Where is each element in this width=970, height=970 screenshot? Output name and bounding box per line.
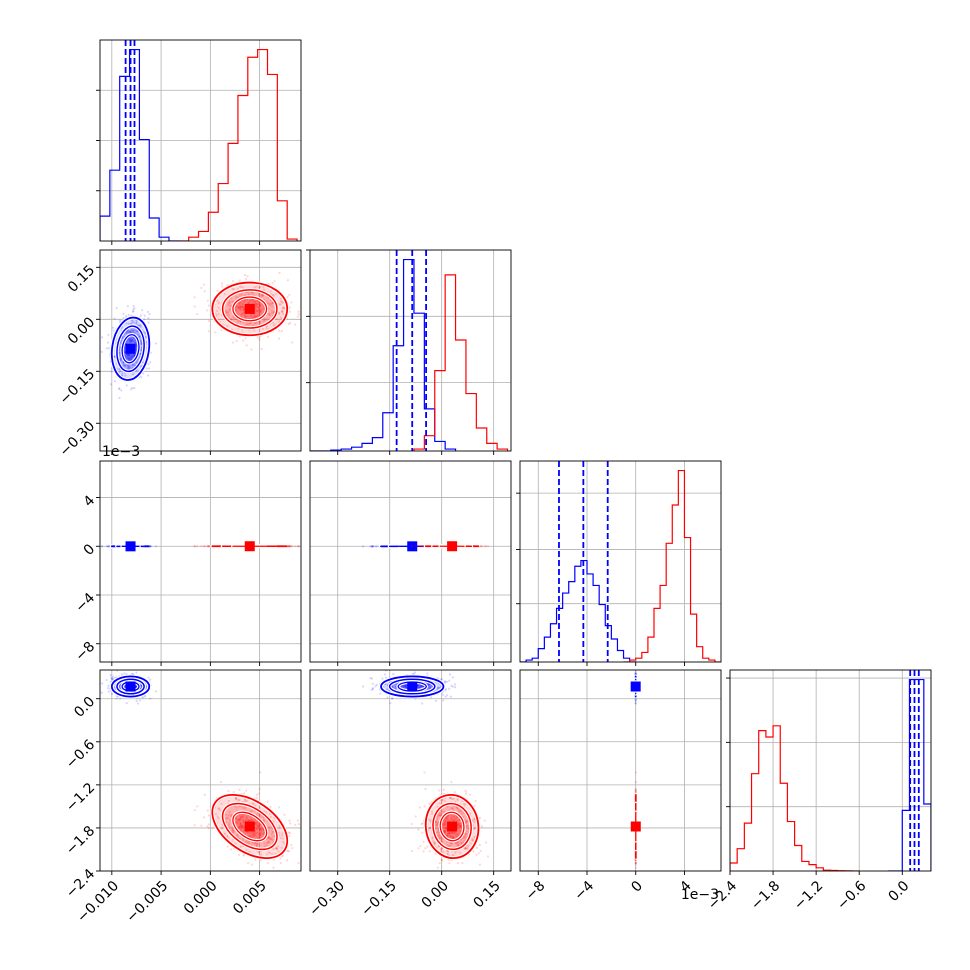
panel-frame: [99, 669, 302, 872]
scatter-panel-2-0: [96, 460, 302, 666]
blue-contours: [109, 674, 152, 699]
x-tick-label: 0.005: [230, 878, 270, 918]
red-peak-marker: [244, 303, 255, 314]
red-contour-1: [221, 802, 278, 851]
panel-frame: [729, 669, 932, 872]
x-tick-label: −4: [571, 878, 597, 904]
red-peak-marker: [447, 541, 458, 552]
y-offset-label: 1e−3: [102, 444, 140, 460]
red-contours: [630, 792, 641, 861]
red-contours: [210, 541, 290, 552]
blue-peak-marker: [125, 681, 136, 692]
x-tick-label: −1.8: [748, 878, 783, 913]
red-contour-1: [432, 802, 472, 851]
blue-contours: [630, 674, 641, 699]
red-contour-0: [424, 794, 480, 859]
red-histogram-2: [623, 469, 721, 662]
blue-peak-marker: [630, 681, 641, 692]
hist-panel-1: [306, 249, 512, 455]
red-contour-0: [211, 794, 289, 859]
blue-peak-marker: [407, 681, 418, 692]
scatter-panel-2-1: [309, 460, 512, 666]
x-tick-label: −0.15: [358, 878, 400, 920]
x-tick-label: 0.0: [885, 878, 912, 905]
red-peak-marker: [244, 821, 255, 832]
red-contour-2: [232, 296, 268, 322]
blue-contour-2: [121, 334, 140, 364]
blue-contours: [379, 674, 446, 699]
x-tick-label: −1.2: [791, 878, 826, 913]
red-histogram-0: [178, 48, 298, 241]
y-tick-label: 4: [81, 492, 99, 510]
blue-contours: [109, 541, 152, 552]
x-tick-label: −8: [523, 878, 549, 904]
blue-contour-0: [380, 675, 445, 698]
blue-contours: [109, 315, 152, 382]
panel-frame: [309, 249, 512, 452]
red-contour-2: [439, 811, 465, 842]
red-contours: [423, 541, 481, 552]
scatter-panel-3-1: [309, 669, 512, 875]
y-tick-label: −4: [72, 590, 98, 616]
panel-frame: [99, 39, 302, 242]
panel-frame: [519, 460, 722, 663]
y-tick-label: −0.30: [57, 418, 99, 460]
y-tick-label: −8: [72, 639, 98, 665]
hist-panel-0: [96, 39, 302, 245]
blue-contour-0: [110, 675, 151, 698]
panel-frame: [309, 460, 512, 663]
blue-peak-marker: [407, 541, 418, 552]
hist-panel-2: [516, 460, 722, 666]
red-contours: [210, 280, 290, 338]
blue-histogram-0: [100, 48, 179, 241]
scatter-panel-1-0: [96, 249, 302, 455]
blue-peak-marker: [125, 541, 136, 552]
blue-peak-marker: [125, 343, 136, 354]
panel-frame: [519, 669, 722, 872]
red-contours: [210, 792, 290, 861]
red-peak-marker: [244, 541, 255, 552]
x-tick-label: 0.15: [471, 878, 504, 911]
y-tick-label: −1.2: [63, 780, 98, 815]
blue-contour-1: [116, 678, 145, 695]
y-tick-label: 0.00: [65, 314, 98, 347]
x-tick-label: 0.00: [419, 878, 452, 911]
blue-histogram-2: [520, 559, 636, 662]
hist-panel-3: [726, 669, 932, 875]
blue-contour-1: [116, 325, 145, 373]
panel-frame: [99, 460, 302, 663]
blue-contour-0: [110, 316, 151, 381]
blue-contour-1: [388, 678, 436, 695]
x-offset-label: 1e−3: [681, 887, 719, 903]
x-tick-label: −0.30: [306, 878, 348, 920]
scatter-panel-3-0: [96, 669, 302, 875]
red-peak-marker: [630, 821, 641, 832]
blue-histogram-1: [310, 258, 457, 451]
y-tick-label: −0.6: [63, 737, 98, 772]
x-tick-label: −0.6: [834, 878, 869, 913]
x-tick-label: 0: [628, 878, 646, 896]
red-contour-2: [232, 811, 268, 842]
red-contour-0: [211, 281, 289, 337]
red-contours: [423, 792, 481, 861]
scatter-panel-3-2: [519, 669, 722, 875]
panel-frame: [99, 249, 302, 452]
red-contour-1: [221, 289, 278, 329]
y-tick-label: 0.15: [65, 262, 98, 295]
y-tick-label: −1.8: [63, 823, 98, 858]
panel-frame: [309, 669, 512, 872]
red-peak-marker: [447, 821, 458, 832]
y-tick-label: −0.15: [57, 366, 99, 408]
red-histogram-3: [730, 725, 860, 871]
x-tick-label: 0.000: [181, 878, 221, 918]
y-tick-label: 0: [81, 541, 99, 559]
x-tick-label: −0.005: [123, 878, 171, 926]
y-tick-label: 0.0: [71, 694, 98, 721]
